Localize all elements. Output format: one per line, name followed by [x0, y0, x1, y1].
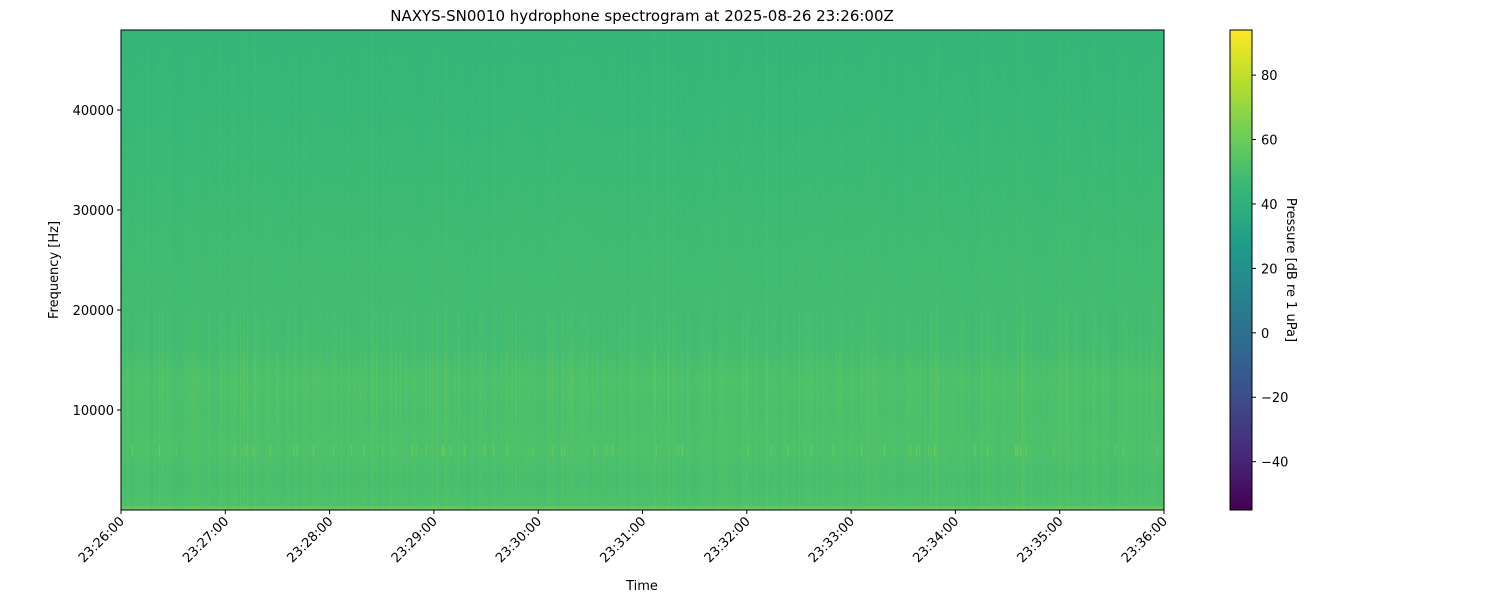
chart-title: NAXYS-SN0010 hydrophone spectrogram at 2…	[390, 7, 894, 25]
x-tick-label: 23:31:00	[597, 514, 649, 566]
colorbar-tick-label: 20	[1261, 262, 1278, 277]
x-tick-label: 23:35:00	[1015, 514, 1067, 566]
x-tick-label: 23:28:00	[285, 514, 337, 566]
y-axis-label: Frequency [Hz]	[47, 221, 62, 319]
y-tick-label: 40000	[73, 104, 114, 119]
plot-frame	[120, 29, 1165, 511]
colorbar	[1230, 30, 1252, 510]
x-tick-label: 23:34:00	[910, 514, 962, 566]
x-tick-label: 23:36:00	[1119, 514, 1171, 566]
y-tick-label: 20000	[73, 304, 114, 319]
colorbar-tick-label: −20	[1261, 391, 1288, 406]
colorbar-tick-label: 0	[1261, 327, 1269, 342]
x-tick-label: 23:27:00	[180, 514, 232, 566]
y-tick-label: 10000	[73, 404, 114, 419]
spectrogram-heatmap	[121, 30, 1164, 510]
colorbar-tick-label: −40	[1261, 456, 1288, 471]
x-tick-label: 23:32:00	[702, 514, 754, 566]
x-axis-label: Time	[625, 579, 658, 594]
y-tick-label: 30000	[73, 204, 114, 219]
colorbar-tick-label: 60	[1261, 134, 1278, 149]
colorbar-frame	[1229, 29, 1253, 511]
x-tick-label: 23:33:00	[806, 514, 858, 566]
x-tick-label: 23:30:00	[493, 514, 545, 566]
colorbar-tick-label: 80	[1261, 69, 1278, 84]
colorbar-label: Pressure [dB re 1 uPa]	[1283, 198, 1298, 342]
x-tick-label: 23:26:00	[76, 514, 128, 566]
colorbar-tick-label: 40	[1261, 198, 1278, 213]
x-tick-label: 23:29:00	[389, 514, 441, 566]
